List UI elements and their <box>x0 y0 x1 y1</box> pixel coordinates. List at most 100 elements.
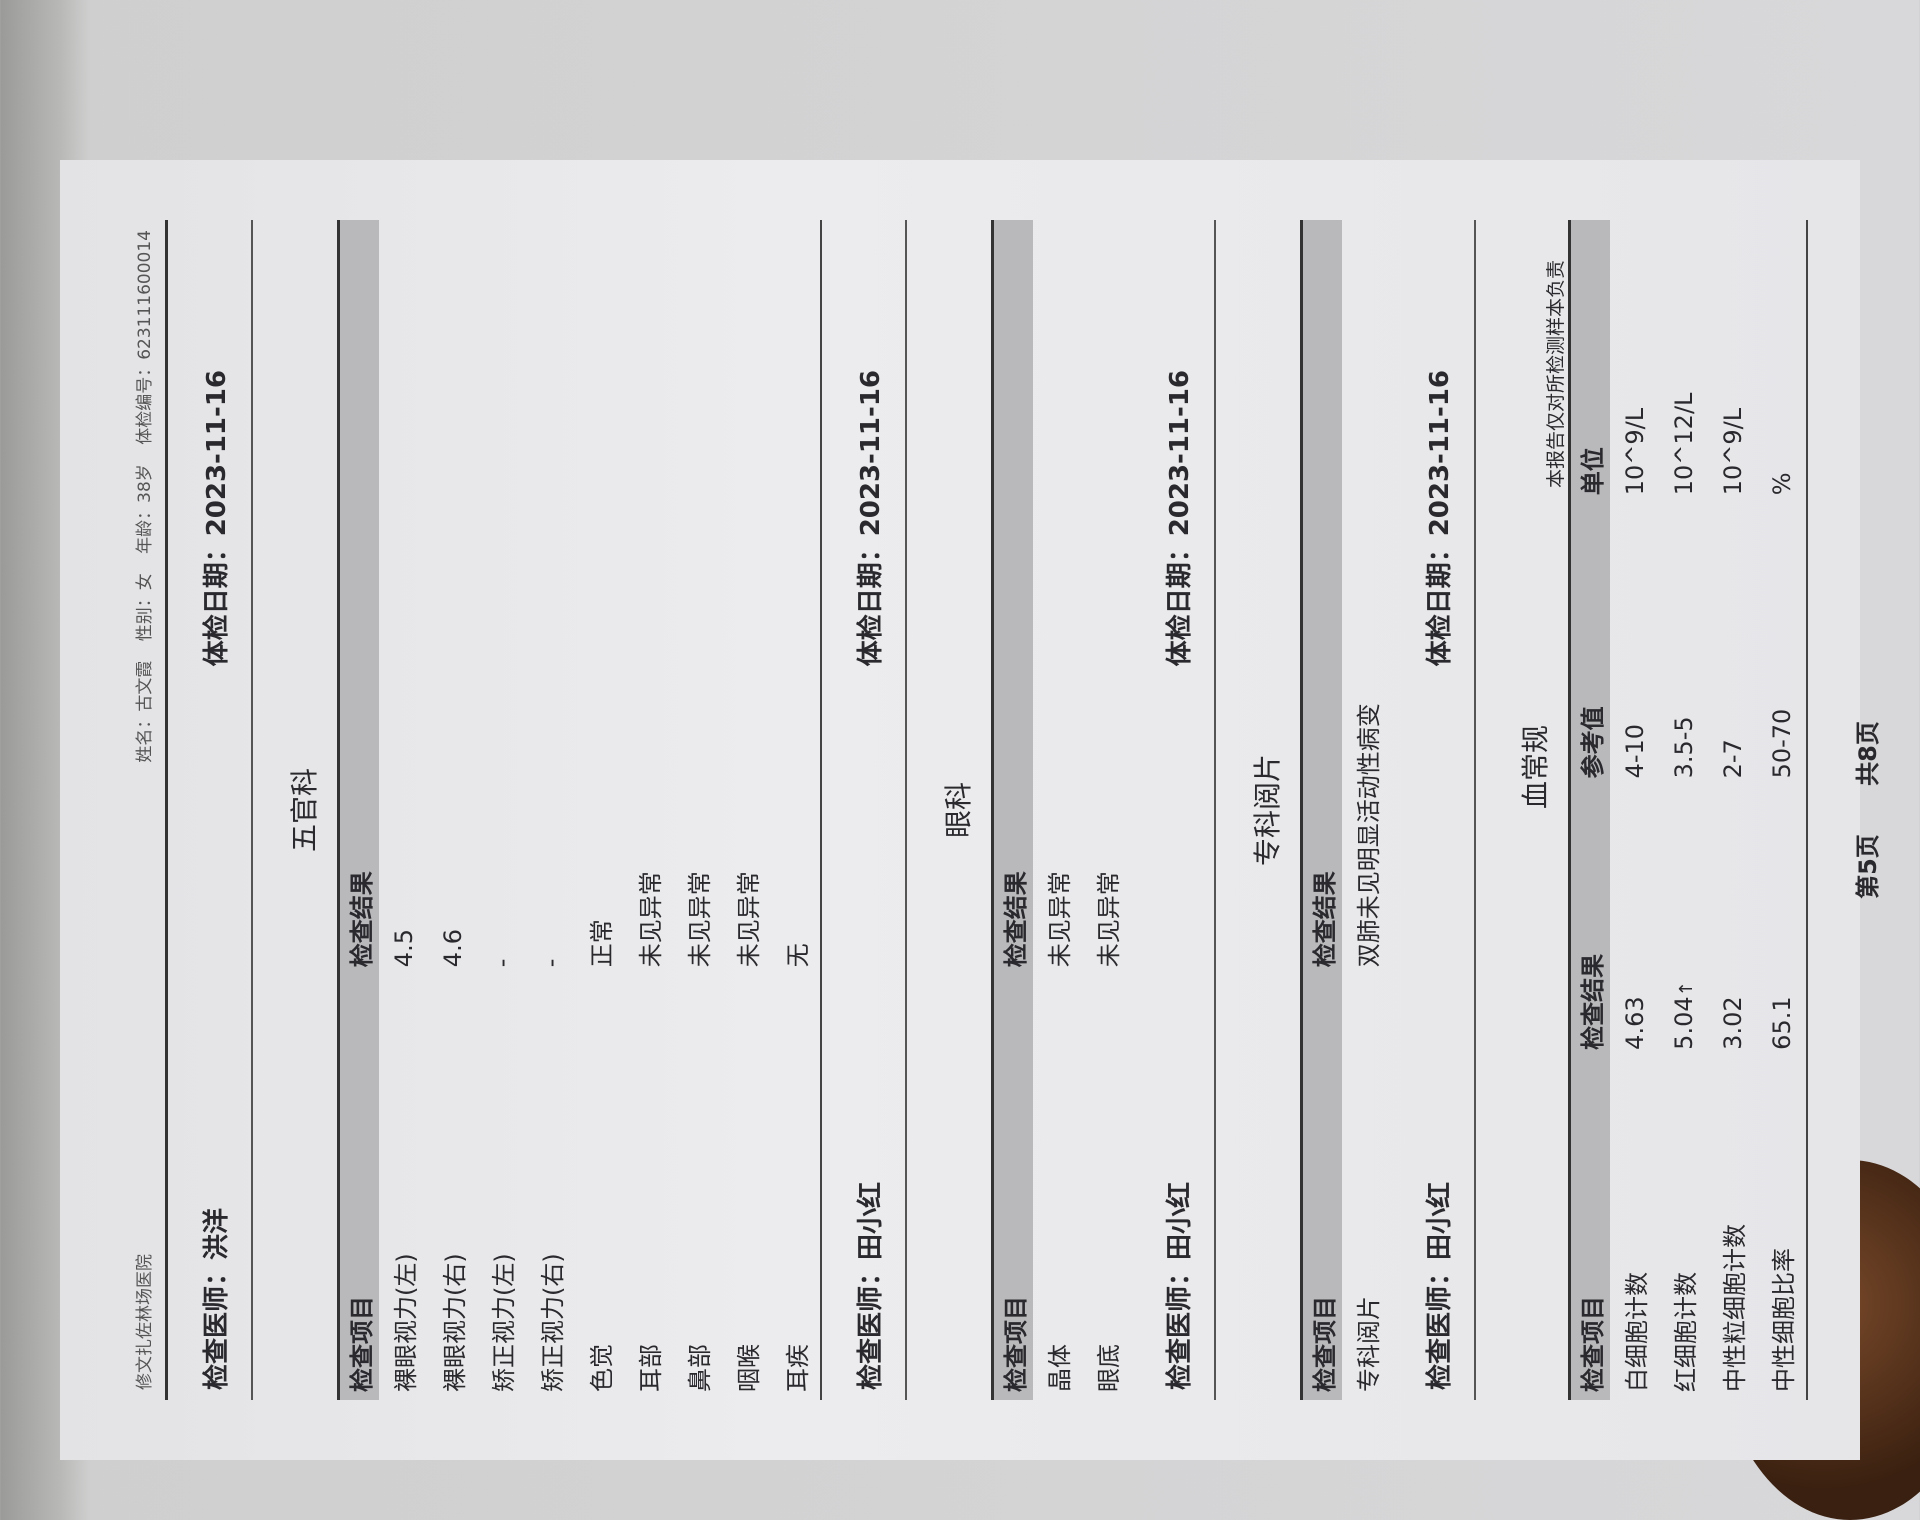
item-result: 4.6 <box>438 929 467 968</box>
col-header: 检查项目 <box>338 975 379 1400</box>
page-header: 修文扎佐林场医院 姓名：古文霞 性别：女 年龄：38岁 体检编号：6231116… <box>130 220 168 1400</box>
table-row: 眼底 未见异常 <box>1082 220 1131 1400</box>
table-row: 晶体 未见异常 <box>1033 220 1082 1400</box>
result-value: 3.02 <box>1718 996 1747 1050</box>
item-name: 矫正视力(左) <box>490 1253 518 1392</box>
result-value: 65.1 <box>1767 996 1796 1050</box>
col-header: 检查项目 <box>992 975 1033 1400</box>
page-footer: 第5页 共8页 <box>1848 220 1883 1400</box>
patient-name: 姓名：古文霞 <box>135 660 155 763</box>
page-number: 第5页 <box>1854 834 1882 899</box>
table-row: 中性粒细胞计数 3.02 2-7 10^9/L <box>1708 220 1757 1400</box>
eye-table: 检查项目 检查结果 晶体 未见异常 眼底 未见异常 <box>991 220 1131 1400</box>
unit: 10^9/L <box>1718 407 1747 496</box>
patient-gender: 性别：女 <box>135 573 155 642</box>
col-header: 检查项目 <box>1301 975 1342 1400</box>
page-total: 共8页 <box>1854 721 1882 786</box>
exam-date: 体检日期：2023-11-16 <box>1425 370 1455 667</box>
exam-id: 体检编号：623111600014 <box>135 230 155 445</box>
exam-date: 体检日期：2023-11-16 <box>856 370 886 667</box>
item-name: 晶体 <box>1046 1344 1074 1392</box>
radiology-table: 检查项目 检查结果 专科阅片 双肺未见明显活动性病变 <box>1300 220 1391 1400</box>
item-name: 专科阅片 <box>1355 1296 1383 1392</box>
reference-range: 3.5-5 <box>1669 716 1698 779</box>
item-result: 未见异常 <box>686 871 714 968</box>
table-row: 鼻部 未见异常 <box>673 220 722 1400</box>
exam-date: 体检日期：2023-11-16 <box>202 370 232 667</box>
doctor: 检查医师：田小红 <box>856 1181 886 1390</box>
section-title-blood: 血常规 <box>1519 725 1552 810</box>
patient-age: 年龄：38岁 <box>135 464 155 554</box>
item-result: 5.04↑ <box>1659 786 1708 1057</box>
abnormal-flag-icon: ↑ <box>1675 981 1697 997</box>
table-row: 矫正视力(右) - <box>526 220 575 1400</box>
item-result: - <box>536 958 565 968</box>
item-name: 眼底 <box>1095 1344 1123 1392</box>
col-header: 检查项目 <box>1569 1057 1610 1400</box>
item-result: - <box>487 958 516 968</box>
item-result: 双肺未见明显活动性病变 <box>1355 703 1383 968</box>
unit: 10^12/L <box>1669 392 1698 496</box>
item-name: 矫正视力(右) <box>539 1253 567 1392</box>
item-result: 未见异常 <box>1046 871 1074 968</box>
item-result: 65.1 <box>1757 786 1807 1057</box>
signature-line: 检查医师：田小红 体检日期：2023-11-16 <box>1391 220 1476 1400</box>
doctor: 检查医师：田小红 <box>1165 1181 1195 1390</box>
item-name: 鼻部 <box>686 1344 714 1392</box>
item-name: 裸眼视力(左) <box>392 1253 420 1392</box>
signature-line: 检查医师：田小红 体检日期：2023-11-16 <box>822 220 907 1400</box>
table-row: 红细胞计数 5.04↑ 3.5-5 10^12/L <box>1659 220 1708 1400</box>
table-row: 裸眼视力(左) 4.5 <box>379 220 428 1400</box>
reference-range: 4-10 <box>1620 723 1649 779</box>
doctor: 检查医师：田小红 <box>1425 1181 1455 1390</box>
signature-line: 检查医师：田小红 体检日期：2023-11-16 <box>1131 220 1216 1400</box>
section-title-ent: 五官科 <box>288 768 321 853</box>
item-name: 耳疾 <box>784 1344 812 1392</box>
disclaimer: 本报告仅对所检测样本负责 <box>1545 260 1567 489</box>
result-value: 4.63 <box>1620 996 1649 1050</box>
table-row: 裸眼视力(右) 4.6 <box>428 220 477 1400</box>
unit: % <box>1767 472 1796 496</box>
item-result: 3.02 <box>1708 786 1757 1057</box>
reference-range: 2-7 <box>1718 739 1747 779</box>
item-result: 未见异常 <box>637 871 665 968</box>
exam-date: 体检日期：2023-11-16 <box>1165 370 1195 667</box>
item-result: 未见异常 <box>1095 871 1123 968</box>
item-result: 未见异常 <box>735 871 763 968</box>
item-name: 中性粒细胞计数 <box>1721 1224 1749 1392</box>
section-title-radiology: 专科阅片 <box>1251 754 1284 867</box>
table-row: 白细胞计数 4.63 4-10 10^9/L <box>1610 220 1659 1400</box>
unit: 10^9/L <box>1620 407 1649 496</box>
table-row: 矫正视力(左) - <box>477 220 526 1400</box>
table-row: 耳部 未见异常 <box>624 220 673 1400</box>
item-result: 4.5 <box>389 929 418 968</box>
col-header: 检查结果 <box>338 220 379 976</box>
table-row: 专科阅片 双肺未见明显活动性病变 <box>1342 220 1391 1400</box>
item-name: 裸眼视力(右) <box>441 1253 469 1392</box>
item-name: 中性细胞比率 <box>1770 1248 1798 1392</box>
col-header: 检查结果 <box>1301 220 1342 976</box>
section-title-eye: 眼科 <box>942 782 975 839</box>
reference-range: 50-70 <box>1767 708 1796 779</box>
signature-line: 检查医师：洪洋 体检日期：2023-11-16 <box>168 220 253 1400</box>
table-row: 咽喉 未见异常 <box>722 220 771 1400</box>
hospital-name: 修文扎佐林场医院 <box>135 1254 155 1390</box>
item-result: 4.63 <box>1610 786 1659 1057</box>
item-result: 正常 <box>588 919 616 968</box>
result-value: 5.04 <box>1669 996 1698 1050</box>
table-row: 色觉 正常 <box>575 220 624 1400</box>
item-name: 白细胞计数 <box>1623 1272 1651 1392</box>
table-row: 中性细胞比率 65.1 50-70% <box>1757 220 1807 1400</box>
item-name: 咽喉 <box>735 1344 763 1392</box>
doctor: 检查医师：洪洋 <box>202 1207 232 1390</box>
item-name: 红细胞计数 <box>1672 1272 1700 1392</box>
col-header: 参考值 <box>1569 503 1610 787</box>
blood-table: 检查项目 检查结果 参考值 单位 白细胞计数 4.63 4-10 10^9/L 红细胞计… <box>1568 220 1808 1400</box>
ent-table: 检查项目 检查结果 裸眼视力(左) 4.5 裸眼视力(右) 4.6 矫正视力(左) - 矫正… <box>337 220 822 1400</box>
col-header: 检查结果 <box>1569 786 1610 1058</box>
item-result: 无 <box>784 943 812 968</box>
item-name: 耳部 <box>637 1344 665 1392</box>
col-header: 单位 <box>1569 220 1610 504</box>
report-page: 修文扎佐林场医院 姓名：古文霞 性别：女 年龄：38岁 体检编号：6231116… <box>60 160 1882 1460</box>
table-row: 耳疾无 <box>771 220 821 1400</box>
